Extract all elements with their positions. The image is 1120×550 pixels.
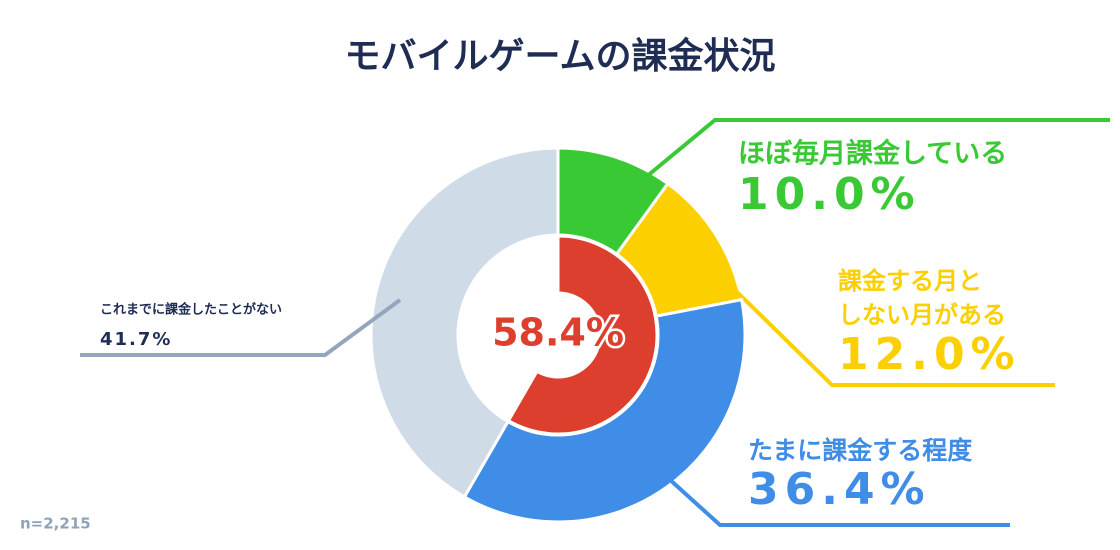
leader-line	[666, 476, 1010, 527]
chart-title: モバイルゲームの課金状況	[345, 35, 776, 77]
category-label: たまに課金する程度	[748, 436, 972, 465]
value-label: 10.0%	[738, 169, 921, 220]
inner-arc	[506, 234, 659, 436]
value-label: 36.4%	[748, 464, 931, 515]
category-line: しない月がある	[838, 301, 1006, 329]
value-label: 12.0%	[838, 329, 1021, 380]
category-label: 課金する月としない月がある	[838, 267, 1006, 329]
category-line: 課金する月と	[838, 267, 982, 295]
category-label: これまでに課金したことがない	[100, 302, 282, 318]
leader-line	[638, 118, 1110, 184]
value-label: 41.7%	[100, 329, 172, 350]
donut-segment	[369, 146, 560, 499]
inner-label: 58.4%	[492, 311, 624, 355]
category-label: ほぼ毎月課金している	[738, 138, 1007, 170]
sample-note: n=2,215	[20, 515, 91, 533]
leader-line	[733, 288, 1055, 387]
leader-line	[80, 298, 402, 357]
